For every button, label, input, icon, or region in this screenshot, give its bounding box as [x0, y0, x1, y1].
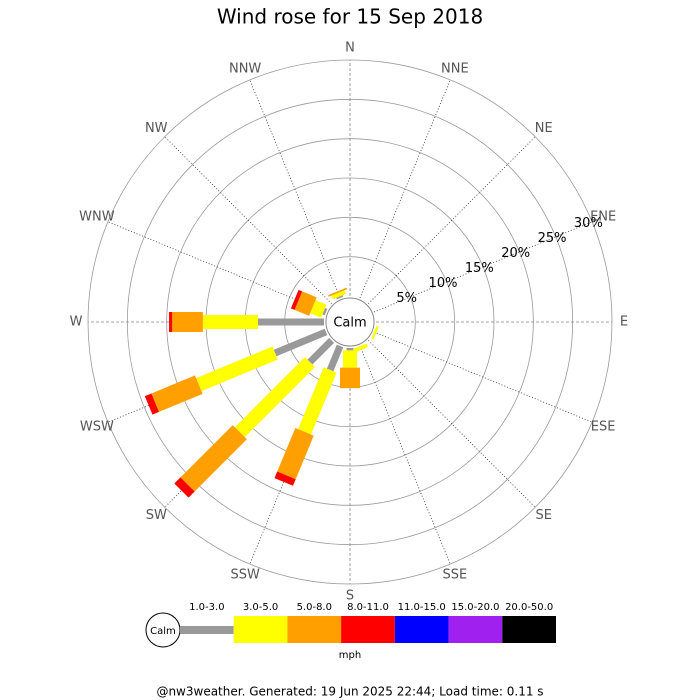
r-tick-label: 25%	[538, 231, 567, 246]
r-tick-label: 20%	[501, 246, 530, 261]
wind-segment	[234, 357, 315, 438]
calm-circle	[325, 297, 375, 347]
direction-label: N	[345, 41, 355, 56]
spoke	[107, 221, 327, 313]
wind-segment	[273, 328, 328, 357]
spoke	[359, 79, 451, 299]
legend-swatch	[233, 616, 288, 643]
direction-label: SSW	[230, 568, 260, 583]
direction-label: NW	[145, 121, 168, 136]
r-tick-label: 15%	[465, 261, 494, 276]
wind-segment	[298, 367, 337, 435]
wind-segment	[328, 287, 348, 297]
direction-label: S	[346, 589, 354, 604]
legend-swatch	[287, 616, 342, 643]
legend-swatch	[341, 616, 395, 643]
legend-swatch	[394, 616, 449, 643]
wind-segment	[331, 290, 346, 300]
legend-label: 5.0-8.0	[297, 602, 332, 613]
direction-label: SW	[146, 508, 167, 523]
spoke	[164, 136, 332, 304]
legend-label: 1.0-3.0	[189, 602, 224, 613]
wind-segment	[353, 343, 368, 353]
r-tick-label: 5%	[396, 291, 417, 306]
direction-label: WSW	[80, 419, 114, 434]
wind-segment	[196, 346, 278, 392]
wind-segment	[290, 289, 303, 310]
legend-unit: mph	[339, 650, 361, 661]
footer: @nw3weather. Generated: 19 Jun 2025 22:4…	[156, 685, 543, 699]
direction-label: ENE	[590, 210, 616, 225]
r-tick-label: 30%	[574, 216, 603, 231]
direction-label: ESE	[591, 419, 616, 434]
spoke	[368, 340, 536, 508]
wind-segment	[371, 325, 379, 340]
spoke	[373, 331, 593, 423]
wind-segment	[151, 375, 203, 412]
wind-segment	[336, 295, 344, 300]
wind-segment	[326, 344, 344, 372]
legend-label: 11.0-15.0	[398, 602, 446, 613]
wind-segment	[307, 337, 335, 365]
chart-title: Wind rose for 15 Sep 2018	[217, 5, 483, 29]
wind-segment	[274, 471, 296, 486]
wind-segment	[310, 300, 327, 318]
wind-segment	[277, 427, 314, 480]
legend-label: 20.0-50.0	[505, 602, 553, 613]
legend-swatch	[180, 626, 234, 634]
spoke	[359, 345, 451, 565]
wind-segment	[144, 393, 160, 415]
legend-swatch	[448, 616, 503, 643]
direction-label: NNE	[441, 61, 469, 76]
legend-swatch	[502, 616, 556, 643]
r-tick-label: 10%	[429, 276, 458, 291]
direction-label: NE	[535, 121, 553, 136]
wind-segment	[294, 291, 317, 316]
calm-label: Calm	[333, 316, 366, 331]
spoke	[373, 221, 593, 313]
spoke	[368, 136, 536, 304]
direction-label: WNW	[79, 210, 115, 225]
legend-label: 3.0-5.0	[243, 602, 278, 613]
legend-label: 8.0-11.0	[347, 602, 389, 613]
direction-label: W	[70, 315, 83, 330]
wind-segment	[174, 477, 195, 498]
wind-segment	[322, 307, 328, 316]
legend-label: 15.0-20.0	[451, 602, 499, 613]
direction-label: NNW	[229, 61, 261, 76]
direction-label: SSE	[442, 568, 467, 583]
wind-segment	[180, 425, 247, 492]
legend-calm-label: Calm	[150, 626, 176, 637]
spoke	[249, 79, 341, 299]
direction-label: SE	[536, 508, 552, 523]
direction-label: E	[620, 315, 628, 330]
